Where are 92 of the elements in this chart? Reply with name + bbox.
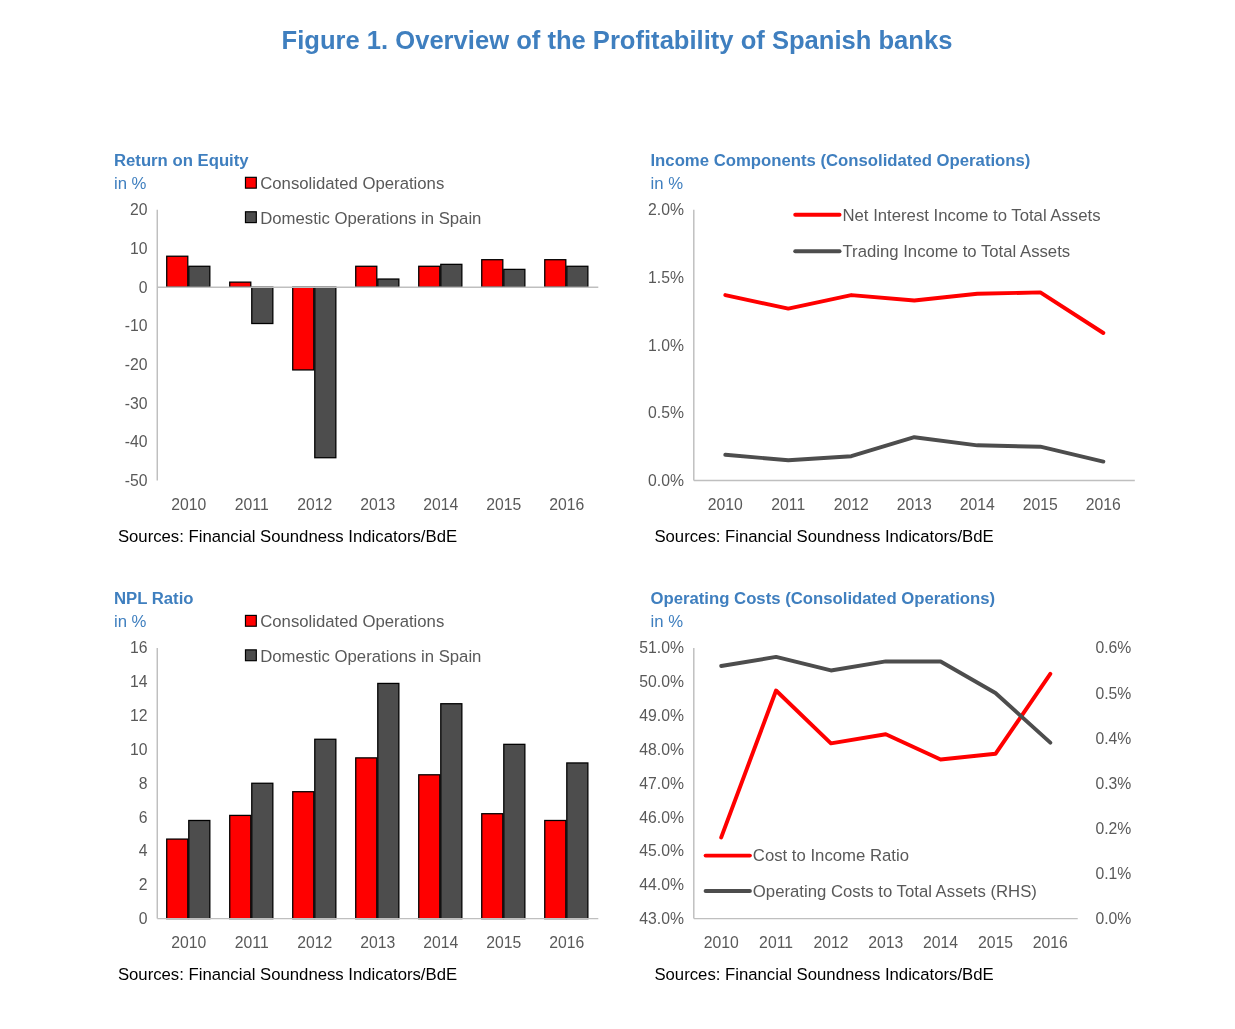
y-tick-label: 44.0% bbox=[639, 876, 684, 894]
x-tick-label: 2013 bbox=[360, 496, 396, 514]
x-tick-label: 2016 bbox=[549, 496, 585, 514]
y-tick-label: 0.0% bbox=[648, 472, 684, 490]
chart-title: NPL Ratio bbox=[113, 588, 194, 608]
y2-tick-label: 0.2% bbox=[1095, 819, 1132, 837]
y-tick-label: 0.5% bbox=[648, 404, 684, 422]
y2-tick-label: 0.5% bbox=[1095, 684, 1132, 702]
x-tick-label: 2016 bbox=[1032, 934, 1069, 952]
legend-label: Operating Costs to Total Assets (RHS) bbox=[752, 881, 1037, 901]
y-tick-label: -10 bbox=[124, 317, 148, 335]
y-tick-label: 16 bbox=[129, 639, 148, 657]
x-tick-label: 2015 bbox=[977, 934, 1014, 952]
y-tick-label: 46.0% bbox=[639, 808, 684, 826]
y-axis-title: in % bbox=[113, 174, 147, 194]
line-series bbox=[719, 671, 1053, 840]
y-tick-label: 51.0% bbox=[639, 639, 684, 657]
y-tick-label: 47.0% bbox=[639, 774, 684, 792]
y-tick-label: 10 bbox=[129, 740, 148, 758]
x-tick-label: 2012 bbox=[833, 496, 869, 514]
legend-label: Consolidated Operations bbox=[260, 174, 445, 194]
y-tick-label: 50.0% bbox=[639, 673, 684, 691]
y-axis-title: in % bbox=[650, 174, 684, 194]
y-tick-label: -20 bbox=[124, 356, 148, 374]
x-tick-label: 2013 bbox=[360, 934, 396, 952]
x-tick-label: 2010 bbox=[171, 934, 207, 952]
y-tick-label: 8 bbox=[138, 774, 148, 792]
line-series bbox=[723, 290, 1106, 335]
x-tick-label: 2015 bbox=[1022, 496, 1059, 514]
source-note: Sources: Financial Soundness Indicators/BdE bbox=[117, 526, 458, 546]
legend-label: Net Interest Income to Total Assets bbox=[842, 205, 1101, 225]
y-axis-title: in % bbox=[650, 612, 684, 632]
y-tick-label: 1.5% bbox=[648, 269, 684, 287]
y-tick-label: 0 bbox=[138, 278, 148, 296]
x-tick-label: 2012 bbox=[297, 496, 333, 514]
x-tick-label: 2014 bbox=[423, 934, 459, 952]
chart-title: Income Components (Consolidated Operations) bbox=[650, 150, 1031, 170]
legend-label: Consolidated Operations bbox=[260, 612, 445, 632]
legend-label: Cost to Income Ratio bbox=[752, 846, 909, 866]
x-tick-label: 2011 bbox=[759, 934, 793, 952]
x-tick-label: 2015 bbox=[486, 934, 522, 952]
x-tick-label: 2016 bbox=[1085, 496, 1122, 514]
y-tick-label: 4 bbox=[138, 842, 148, 860]
legend-label: Domestic Operations in Spain bbox=[260, 646, 482, 666]
x-tick-label: 2010 bbox=[703, 934, 739, 952]
y-tick-label: 45.0% bbox=[639, 842, 684, 860]
y-tick-label: 1.0% bbox=[648, 336, 684, 354]
y-tick-label: 2.0% bbox=[648, 201, 684, 219]
x-tick-label: 2011 bbox=[771, 496, 806, 514]
chart-title: Operating Costs (Consolidated Operations) bbox=[650, 588, 996, 608]
y-tick-label: 2 bbox=[138, 876, 148, 894]
x-tick-label: 2012 bbox=[813, 934, 849, 952]
legend-label: Trading Income to Total Assets bbox=[842, 242, 1071, 262]
y2-tick-label: 0.4% bbox=[1095, 729, 1132, 747]
text: Figure 1. Overview of the Profitability of Spanish banks bbox=[281, 26, 953, 55]
x-tick-label: 2014 bbox=[423, 496, 459, 514]
y2-tick-label: 0.1% bbox=[1095, 865, 1132, 883]
source-note: Sources: Financial Soundness Indicators/BdE bbox=[654, 526, 994, 546]
x-tick-label: 2010 bbox=[171, 496, 207, 514]
y-tick-label: 49.0% bbox=[639, 707, 684, 725]
y2-tick-label: 0.3% bbox=[1095, 774, 1132, 792]
y2-tick-label: 0.6% bbox=[1095, 639, 1132, 657]
legend-label: Domestic Operations in Spain bbox=[260, 208, 482, 228]
x-tick-label: 2016 bbox=[549, 934, 585, 952]
y-tick-label: -30 bbox=[124, 394, 148, 412]
chart-title: Return on Equity bbox=[113, 150, 250, 170]
x-tick-label: 2013 bbox=[868, 934, 904, 952]
y-tick-label: 20 bbox=[129, 201, 148, 219]
source-note: Sources: Financial Soundness Indicators/BdE bbox=[654, 964, 994, 984]
source-note: Sources: Financial Soundness Indicators/BdE bbox=[117, 964, 458, 984]
x-tick-label: 2015 bbox=[486, 496, 522, 514]
x-tick-label: 2012 bbox=[297, 934, 333, 952]
y-tick-label: 10 bbox=[129, 240, 148, 257]
y-tick-label: 6 bbox=[138, 808, 148, 826]
x-tick-label: 2011 bbox=[234, 496, 269, 514]
y-tick-label: -40 bbox=[124, 433, 148, 451]
x-tick-label: 2011 bbox=[234, 934, 269, 952]
x-tick-label: 2013 bbox=[896, 496, 933, 514]
y-tick-label: 0 bbox=[138, 910, 148, 928]
line-series bbox=[723, 435, 1106, 464]
y-tick-label: -50 bbox=[124, 472, 148, 490]
line-series bbox=[719, 654, 1053, 745]
y-tick-label: 43.0% bbox=[639, 910, 684, 928]
y-tick-label: 14 bbox=[129, 673, 148, 691]
bar bbox=[251, 286, 274, 325]
y-tick-label: 48.0% bbox=[639, 740, 684, 758]
y2-tick-label: 0.0% bbox=[1095, 910, 1132, 928]
x-tick-label: 2014 bbox=[959, 496, 996, 514]
x-tick-label: 2014 bbox=[923, 934, 959, 952]
y-tick-label: 12 bbox=[129, 707, 148, 725]
y-axis-title: in % bbox=[113, 612, 147, 632]
x-tick-label: 2010 bbox=[707, 496, 744, 514]
